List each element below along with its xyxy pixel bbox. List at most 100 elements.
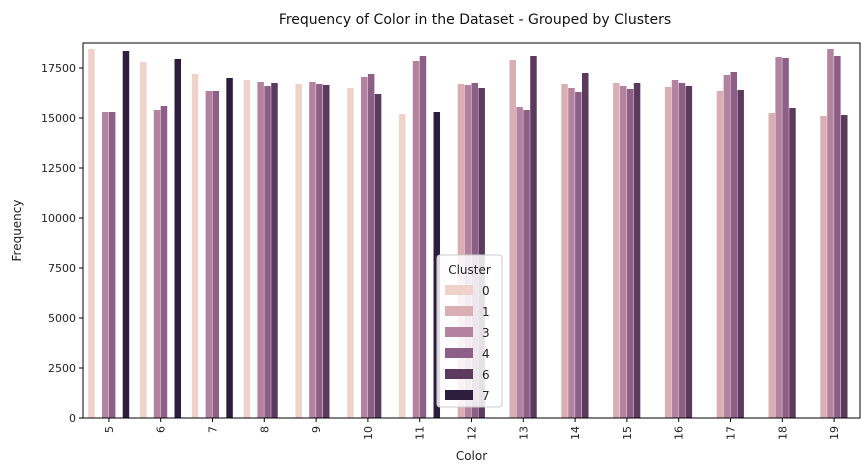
bar-cluster-3-color-10 [360, 77, 368, 418]
bar-cluster-1-color-18 [768, 113, 775, 418]
y-tick-label: 10000 [41, 212, 76, 225]
bar-cluster-7-color-6 [174, 59, 182, 418]
bar-cluster-3-color-8 [257, 82, 264, 418]
bar-cluster-0-color-11 [398, 114, 406, 418]
bar-cluster-3-color-6 [153, 110, 161, 418]
x-tick-label: 14 [569, 426, 582, 440]
bar-cluster-1-color-14 [561, 84, 568, 418]
bar-cluster-4-color-7 [212, 91, 220, 418]
bar-cluster-3-color-18 [775, 57, 782, 418]
bar-cluster-1-color-15 [613, 83, 620, 418]
x-tick-label: 6 [155, 426, 168, 433]
legend-label-4: 4 [482, 347, 490, 361]
legend-label-0: 0 [482, 284, 490, 298]
bar-cluster-4-color-12 [471, 83, 479, 418]
bar-cluster-7-color-7 [226, 78, 233, 418]
x-axis-title: Color [456, 449, 487, 463]
x-tick-label: 5 [103, 426, 116, 433]
x-tick-label: 13 [517, 426, 530, 440]
bar-cluster-4-color-17 [730, 72, 738, 418]
bar-cluster-4-color-5 [108, 112, 116, 418]
bar-cluster-6-color-19 [841, 115, 848, 418]
legend-label-7: 7 [482, 389, 490, 403]
legend-title: Cluster [448, 263, 491, 277]
bar-cluster-3-color-17 [723, 75, 731, 418]
bar-cluster-6-color-10 [374, 94, 382, 418]
legend-label-3: 3 [482, 326, 490, 340]
y-tick-label: 0 [69, 412, 76, 425]
x-tick-label: 7 [207, 426, 220, 433]
bar-cluster-3-color-16 [671, 80, 679, 418]
bar-cluster-1-color-12 [457, 84, 465, 418]
chart-title: Frequency of Color in the Dataset - Grou… [279, 12, 671, 28]
x-tick-label: 19 [828, 426, 841, 440]
bar-cluster-4-color-13 [523, 110, 530, 418]
y-axis: 0 2500 5000 7500 10000 12500 15000 17500 [41, 62, 83, 425]
x-tick-label: 16 [673, 426, 686, 440]
legend-swatch-0 [445, 285, 473, 295]
legend-swatch-7 [445, 390, 473, 400]
bar-cluster-3-color-11 [412, 61, 420, 418]
y-tick-label: 2500 [48, 362, 76, 375]
bar-cluster-0-color-5 [88, 49, 95, 418]
bar-cluster-6-color-17 [737, 90, 744, 418]
bar-cluster-4-color-6 [160, 106, 168, 418]
bar-cluster-0-color-10 [347, 88, 354, 418]
x-tick-label: 18 [776, 426, 789, 440]
bar-cluster-4-color-15 [626, 89, 634, 418]
bar-cluster-3-color-13 [516, 107, 523, 418]
bar-cluster-0-color-7 [191, 74, 199, 418]
bar-cluster-6-color-15 [633, 83, 641, 418]
bar-cluster-0-color-9 [295, 84, 302, 418]
bar-cluster-3-color-7 [205, 91, 213, 418]
bar-cluster-1-color-16 [664, 87, 672, 418]
bar-cluster-0-color-8 [243, 80, 251, 418]
y-axis-title: Frequency [10, 200, 24, 262]
bar-cluster-6-color-16 [685, 86, 693, 418]
x-axis: 5 6 7 8 9 10 11 12 13 14 15 16 17 18 19 [103, 418, 841, 440]
x-tick-label: 10 [362, 426, 375, 440]
y-tick-label: 17500 [41, 62, 76, 75]
y-tick-label: 7500 [48, 262, 76, 275]
bar-cluster-4-color-8 [264, 86, 271, 418]
x-tick-label: 15 [621, 426, 634, 440]
x-tick-label: 11 [414, 426, 427, 440]
bar-cluster-6-color-13 [530, 56, 537, 418]
x-tick-label: 8 [258, 426, 271, 433]
legend-swatch-1 [445, 306, 473, 316]
y-tick-label: 12500 [41, 162, 76, 175]
x-tick-label: 12 [466, 426, 479, 440]
legend-swatch-3 [445, 327, 473, 337]
bar-cluster-4-color-11 [419, 56, 427, 418]
bar-cluster-1-color-17 [716, 91, 724, 418]
bar-cluster-4-color-16 [678, 83, 686, 418]
bar-cluster-4-color-9 [316, 84, 323, 418]
bar-cluster-1-color-13 [509, 60, 516, 418]
legend-label-1: 1 [482, 305, 490, 319]
bar-cluster-3-color-19 [827, 49, 834, 418]
x-tick-label: 9 [310, 426, 323, 433]
bar-cluster-0-color-6 [139, 62, 147, 418]
bar-cluster-4-color-19 [834, 56, 841, 418]
bar-cluster-3-color-9 [309, 82, 316, 418]
legend-swatch-4 [445, 348, 473, 358]
legend-label-6: 6 [482, 368, 490, 382]
y-tick-label: 5000 [48, 312, 76, 325]
bar-cluster-1-color-19 [820, 116, 827, 418]
legend: Cluster 0 1 3 4 6 7 [436, 254, 503, 408]
bar-cluster-3-color-14 [568, 88, 575, 418]
bar-cluster-3-color-15 [619, 86, 627, 418]
bar-cluster-4-color-10 [367, 74, 375, 418]
y-tick-label: 15000 [41, 112, 76, 125]
bar-cluster-6-color-12 [478, 88, 485, 418]
bar-cluster-3-color-5 [101, 112, 109, 418]
bar-cluster-7-color-5 [122, 51, 130, 418]
bar-cluster-4-color-14 [575, 92, 582, 418]
bar-cluster-6-color-14 [582, 73, 589, 418]
bar-cluster-6-color-8 [271, 83, 278, 418]
legend-swatch-6 [445, 369, 473, 379]
bar-cluster-3-color-12 [464, 85, 472, 418]
bar-cluster-6-color-9 [323, 85, 330, 418]
bar-cluster-6-color-18 [789, 108, 796, 418]
